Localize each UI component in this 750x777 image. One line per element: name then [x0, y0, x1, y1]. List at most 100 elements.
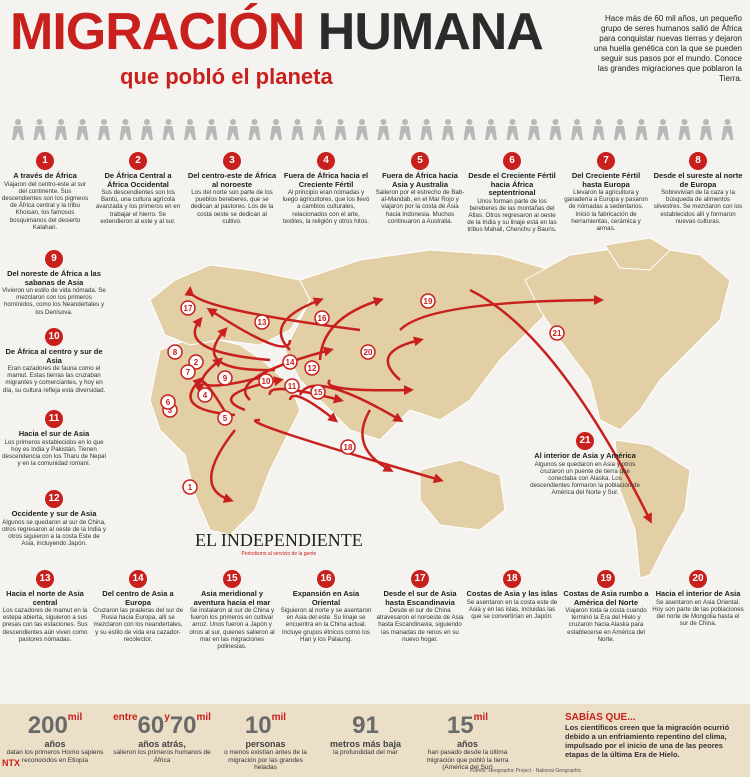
stat-figure: 10mil: [218, 712, 313, 740]
route-title: Del Creciente Fértil hasta Europa: [571, 171, 641, 189]
intro: Hace más de 60 mil años, un pequeño grup…: [593, 14, 742, 83]
walker-body: [162, 126, 175, 140]
walker-head: [337, 119, 344, 125]
walker-head: [380, 119, 387, 125]
stat-pre: entre: [113, 712, 138, 723]
route-card: 17 Desde el sur de Asia hasta Escandinavi…: [374, 570, 466, 643]
route-title: A través de África: [13, 171, 77, 180]
route-number: 9: [45, 250, 63, 268]
walker-body: [485, 126, 497, 140]
fact-text: Los científicos creen que la migración o…: [565, 723, 730, 759]
route-arrow: [361, 409, 394, 472]
map-marker: [284, 378, 300, 394]
map-marker-label: 3: [168, 406, 173, 415]
map-marker: [180, 300, 196, 316]
walker-body: [248, 126, 261, 140]
route-arrow: [279, 297, 324, 351]
map-marker-label: 6: [166, 398, 171, 407]
walker-head: [165, 119, 172, 125]
map-marker: [282, 354, 298, 370]
walker-head: [273, 119, 279, 125]
fact: SABÍAS QUE... Los científicos creen que …: [565, 712, 743, 759]
map-marker: [167, 344, 183, 360]
route-arrow: [327, 379, 414, 396]
logo-tagline: Periodismo al servicio de la gente: [241, 551, 317, 557]
continents: [149, 237, 731, 579]
route-arrow: [318, 297, 384, 361]
route-card: 20 Hacia el interior de Asia Se asentaron …: [652, 570, 744, 627]
route-card: 3 Del centro-este de África al noroeste Lo…: [187, 152, 277, 225]
walker-head: [552, 119, 559, 125]
route-card: 6 Desde el Creciente Fértil hacia África …: [467, 152, 557, 234]
walker-head: [445, 119, 451, 125]
map-marker-label: 10: [262, 377, 271, 386]
stat-label: años: [44, 739, 66, 749]
route-title: Hacia el norte de Asia central: [6, 589, 84, 607]
route-card: 16 Expansión en Asia Oriental Siguieron al…: [280, 570, 372, 643]
route-card: 13 Hacia el norte de Asia central Los caza…: [0, 570, 91, 643]
walker-body: [33, 126, 46, 140]
walker-body: [571, 126, 583, 140]
map-marker: [310, 384, 326, 400]
stat-unit: mil: [473, 712, 489, 723]
walker-head: [359, 119, 365, 125]
walker-body: [614, 126, 626, 140]
map-marker-label: 5: [223, 414, 228, 423]
walker-body: [721, 126, 734, 140]
stat-label: años: [456, 739, 478, 749]
stat: 200mil años datan los primeros Homo sapien…: [5, 712, 105, 764]
route-title: Hacia el interior de Asia: [655, 589, 741, 598]
route-arrow: [201, 357, 271, 387]
route-text: Cruzaron las praderas del sur de Rusia h…: [92, 607, 184, 643]
stat-big: 200: [27, 712, 68, 739]
europe: [149, 264, 311, 346]
brand: NTX: [2, 758, 20, 768]
route-card: 8 Desde el sureste al norte de Europa Sobr…: [653, 152, 743, 225]
map-marker-label: 19: [424, 297, 433, 306]
stat-unit: mil: [271, 712, 287, 723]
stat-text: han pasado desde la última migración que…: [426, 749, 509, 771]
walker-head: [208, 119, 215, 125]
route-title: Fuera de África hacia Asia y Australia: [382, 171, 458, 189]
route-card: 10 De África al centro y sur de Asia Eran …: [2, 328, 106, 394]
stat-big: 60: [137, 712, 165, 739]
map-marker: [182, 479, 198, 495]
walker-head: [423, 119, 430, 125]
route-card: 2 De África Central a África Occidental Su…: [93, 152, 183, 225]
route-number: 16: [317, 570, 335, 588]
stat-text: o menos existían antes de la migración p…: [224, 749, 307, 771]
route-arrow: [469, 288, 652, 524]
map-marker-label: 14: [286, 358, 295, 367]
walker-body: [528, 126, 540, 140]
map-marker: [258, 373, 274, 389]
walker-body: [12, 126, 24, 140]
map-marker: [254, 314, 270, 330]
walker-body: [291, 126, 304, 140]
stat-figure: entre60y70mil: [112, 712, 212, 740]
australia: [419, 459, 506, 531]
walker-body: [76, 126, 89, 140]
walker-body: [205, 126, 218, 140]
walker-head: [230, 119, 236, 125]
route-title: De África al centro y sur de Asia: [5, 347, 103, 365]
walker-head: [316, 119, 322, 125]
walker-body: [270, 126, 282, 140]
map-marker-label: 1: [188, 483, 193, 492]
stat-unit: mil: [196, 712, 211, 723]
stat-mid: y: [164, 712, 170, 723]
route-arrow: [288, 394, 339, 423]
walker-head: [703, 119, 709, 125]
stat: entre60y70mil años atrás, salieron los pri…: [112, 712, 212, 764]
route-number: 11: [45, 410, 63, 428]
route-text: Sus descendientes son los Bantú, una cul…: [95, 189, 181, 225]
greenland: [604, 237, 671, 271]
map-marker: [180, 364, 196, 380]
stat-big: 15: [446, 712, 474, 739]
route-arrow: [206, 307, 292, 348]
walker-body: [635, 126, 648, 140]
walker-head: [724, 119, 731, 125]
stat-text: la profundidad del mar: [333, 749, 398, 756]
route-text: Viajaron toda la costa cuando terminó la…: [565, 607, 647, 643]
map-marker: [197, 387, 213, 403]
walker-body: [700, 126, 712, 140]
